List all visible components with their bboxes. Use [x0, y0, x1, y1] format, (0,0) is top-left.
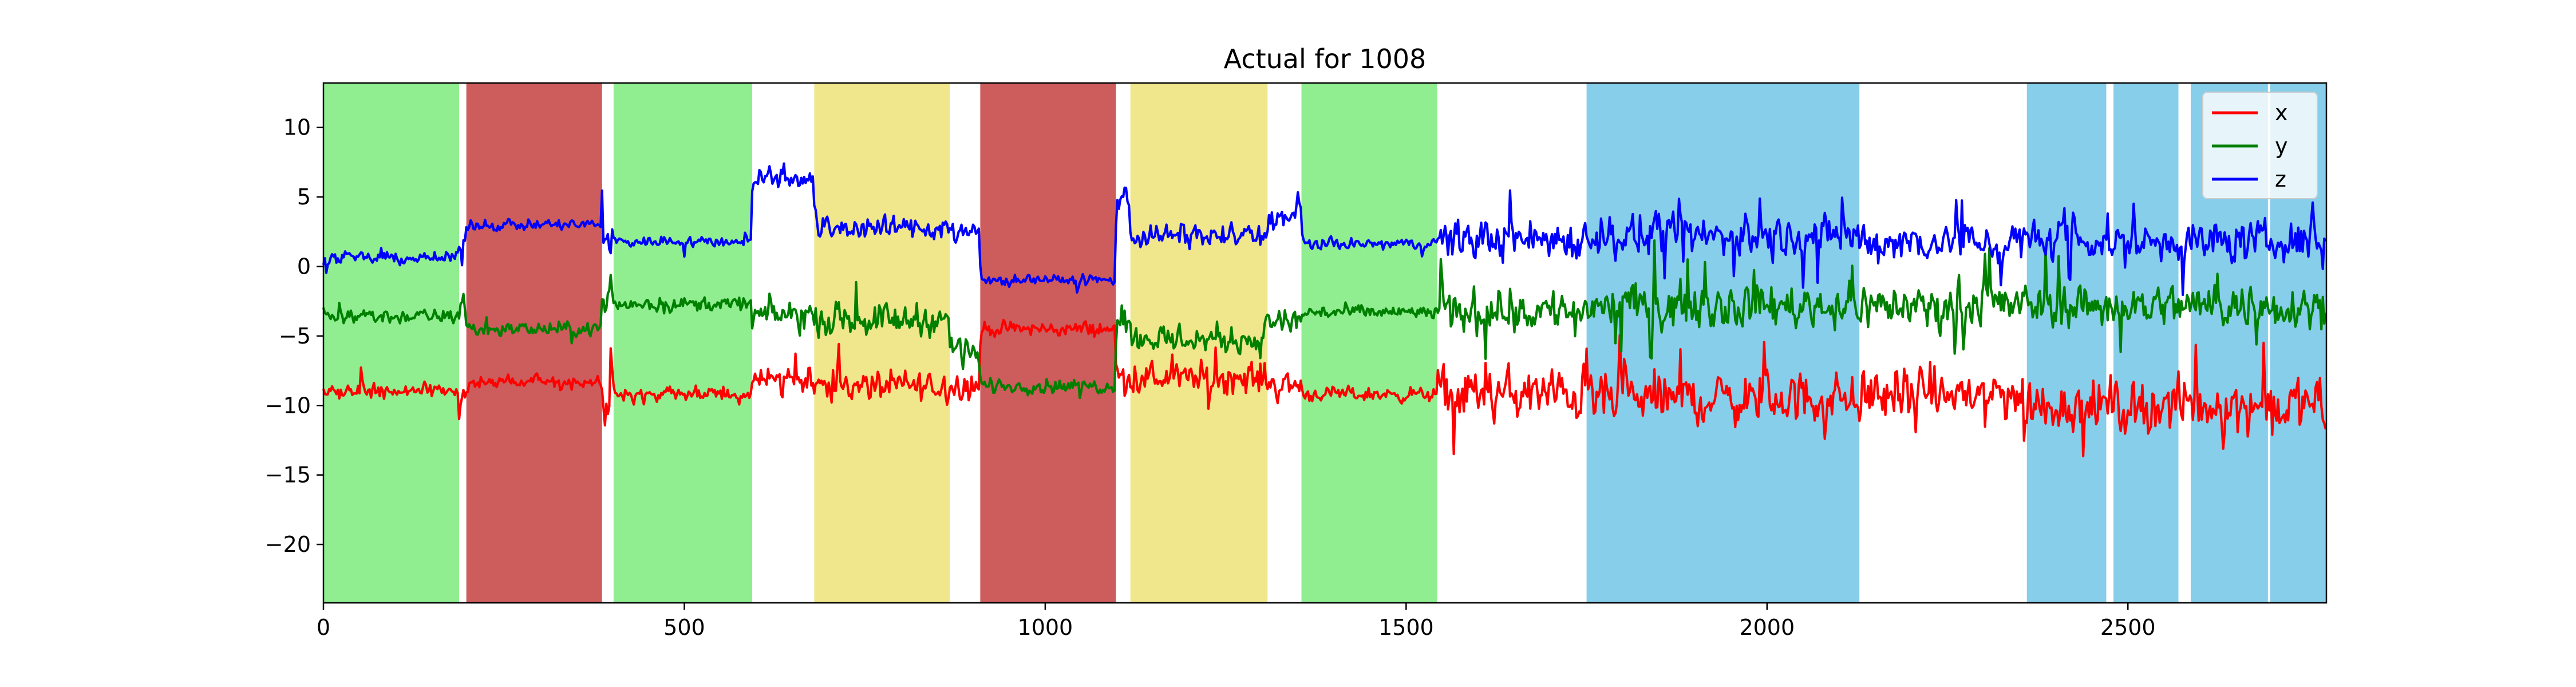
- legend-label-y: y: [2275, 133, 2288, 159]
- activity-band-1: [323, 83, 460, 603]
- series-lines: [322, 162, 2327, 457]
- y-tick-label: 10: [283, 115, 311, 140]
- activity-band-11: [1301, 83, 1437, 603]
- activity-bands: [323, 83, 2326, 603]
- plot-frame: [322, 82, 2328, 604]
- x-tick-label: 1500: [1378, 615, 1434, 640]
- y-tick-label: 5: [297, 184, 311, 210]
- activity-band-15: [2026, 83, 2107, 603]
- legend-label-z: z: [2275, 167, 2286, 192]
- series-line-y: [322, 239, 2327, 400]
- activity-band-5: [814, 83, 950, 603]
- x-tick-label: 1000: [1018, 615, 1073, 640]
- series-line-z: [322, 162, 2327, 297]
- y-axis: 10 5 0 −5 −10 −15 −20: [265, 115, 323, 557]
- y-tick-label: −15: [265, 463, 311, 488]
- y-tick-label: 0: [297, 254, 311, 279]
- chart-title: Actual for 1008: [1224, 44, 1427, 74]
- activity-band-13: [1586, 83, 1860, 603]
- series-line-x: [322, 318, 2327, 457]
- activity-band-2: [466, 83, 602, 603]
- activity-band-7: [980, 83, 1116, 603]
- activity-band-3: [613, 83, 752, 603]
- x-tick-label: 0: [317, 615, 330, 640]
- x-tick-label: 2000: [1739, 615, 1795, 640]
- legend: xyz: [2202, 92, 2318, 199]
- activity-band-16: [2113, 83, 2179, 603]
- x-tick-label: 500: [663, 615, 705, 640]
- y-tick-label: −5: [279, 323, 311, 349]
- legend-label-x: x: [2275, 100, 2288, 125]
- x-tick-label: 2500: [2100, 615, 2156, 640]
- legend-box: [2202, 92, 2318, 199]
- y-tick-label: −10: [265, 393, 311, 418]
- y-tick-label: −20: [265, 532, 311, 557]
- x-axis: 0 500 1000 1500 2000 2500: [317, 603, 2156, 640]
